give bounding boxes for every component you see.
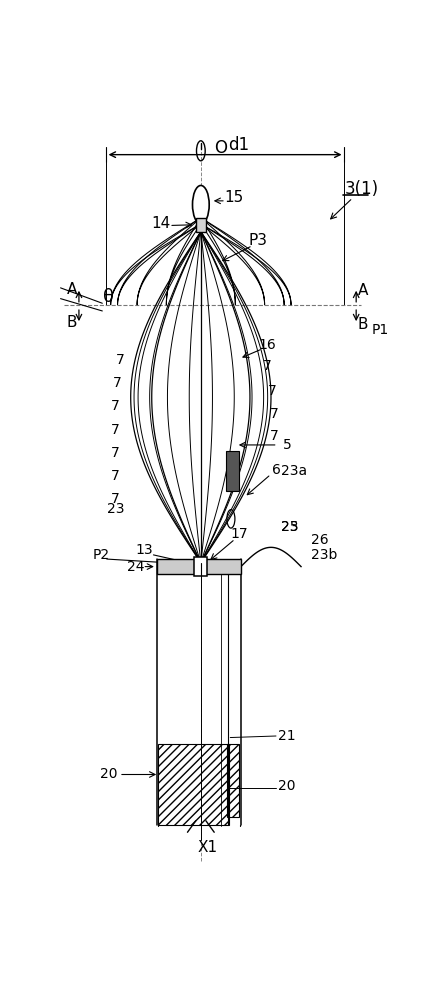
Text: θ: θ [103,288,114,306]
Text: 7: 7 [113,376,121,390]
Text: B: B [67,315,77,330]
Text: 7: 7 [111,469,120,483]
Text: B: B [357,317,367,332]
Text: d1: d1 [227,136,249,154]
Text: 7: 7 [267,384,276,398]
Text: 24: 24 [127,560,144,574]
Text: P1: P1 [370,323,387,337]
Text: 7: 7 [111,492,120,506]
Text: 3(1): 3(1) [344,180,378,198]
Bar [158,744,228,825]
Text: 14: 14 [151,216,170,231]
Text: 7: 7 [111,446,120,460]
Bar [157,559,240,574]
Text: 25: 25 [280,520,298,534]
Text: 7: 7 [111,423,120,437]
Text: A: A [67,282,77,297]
Bar [226,744,239,817]
Text: 23: 23 [280,520,298,534]
Text: 16: 16 [258,338,276,352]
Text: 7: 7 [263,359,271,373]
Text: 6: 6 [271,463,280,477]
Text: P3: P3 [248,233,267,248]
Bar [194,557,207,576]
Bar [195,218,206,232]
Text: A: A [357,283,367,298]
Circle shape [192,185,209,224]
Text: 7: 7 [269,407,278,421]
Text: X1: X1 [197,840,217,855]
Text: 21: 21 [277,729,295,743]
Text: 13: 13 [135,543,153,557]
Bar [225,451,239,491]
Text: O: O [214,139,227,157]
Text: 15: 15 [224,190,243,205]
Text: P2: P2 [92,548,109,562]
Text: 17: 17 [230,527,248,541]
Text: 23b: 23b [310,548,337,562]
Text: 7: 7 [111,399,120,413]
Text: 7: 7 [269,429,278,443]
Text: 23a: 23a [280,464,307,478]
Text: 20: 20 [277,779,295,793]
Text: 5: 5 [282,438,291,452]
Text: 26: 26 [310,533,328,547]
Text: 20: 20 [100,768,117,782]
Text: 7: 7 [116,353,125,367]
Text: 23: 23 [107,502,124,516]
